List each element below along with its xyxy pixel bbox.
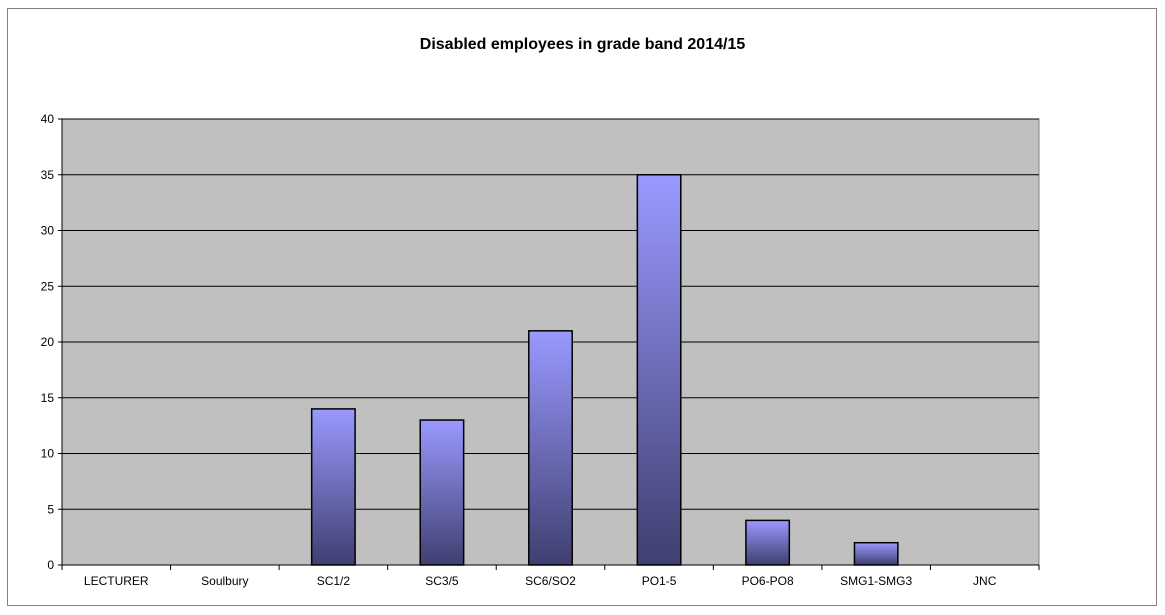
x-tick-label: SC3/5 [425,574,459,588]
x-tick-label: SC6/SO2 [525,574,576,588]
y-tick-label: 40 [41,112,55,126]
bar [419,419,465,566]
y-tick-labels: 0 5 10 15 20 25 30 35 40 [41,112,55,572]
y-tick-label: 5 [47,502,54,516]
x-tick-label: JNC [973,574,997,588]
x-tick-label: PO1-5 [642,574,677,588]
bar [745,519,791,566]
y-tick-label: 35 [41,168,55,182]
bar [853,541,899,566]
x-tick-label: Soulbury [201,574,248,588]
axes [58,118,1040,570]
y-tick-label: 30 [41,224,55,238]
y-tick-label: 20 [41,335,55,349]
y-tick-label: 15 [41,391,55,405]
bar [636,174,682,566]
bars [310,174,899,566]
y-tick-label: 25 [41,279,55,293]
bar [310,408,356,566]
bar [528,330,573,566]
y-tick-label: 10 [41,447,55,461]
chart-title: Disabled employees in grade band 2014/15 [419,36,746,53]
x-tick-label: LECTURER [84,574,149,588]
x-tick-labels: LECTURER Soulbury SC1/2 SC3/5 SC6/SO2 PO1-5 PO… [84,574,997,588]
x-tick-label: PO6-PO8 [742,574,794,588]
y-tick-label: 0 [47,558,54,572]
x-tick-label: SMG1-SMG3 [840,574,912,588]
x-tick-label: SC1/2 [317,574,351,588]
